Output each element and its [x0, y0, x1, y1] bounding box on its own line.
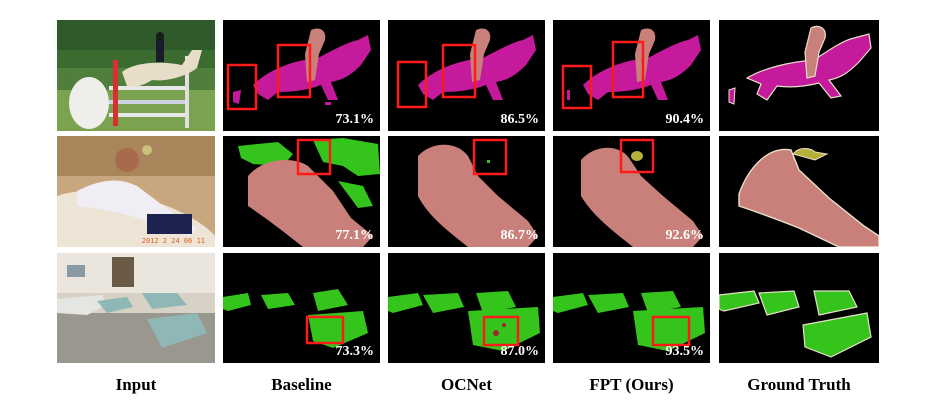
fpt-segmentation-sofa: 93.5% [553, 253, 710, 363]
ocnet-segmentation-horse: 86.5% [388, 20, 545, 131]
column-label-ground-truth: Ground Truth [747, 375, 851, 394]
column-label-input: Input [115, 375, 157, 394]
ground-truth-sofa [719, 253, 879, 363]
ocnet-segmentation-sofa: 87.0% [388, 253, 545, 363]
fpt-segmentation-horse: 90.4% [553, 20, 710, 131]
score-ocnet-horse: 86.5% [500, 112, 540, 127]
score-baseline-horse: 73.1% [335, 112, 375, 127]
baseline-segmentation-horse: 73.1% [223, 20, 380, 131]
score-baseline-sofa: 73.3% [335, 344, 375, 359]
ground-truth-person [719, 136, 879, 247]
score-fpt-sofa: 93.5% [665, 344, 705, 359]
fpt-segmentation-person: 92.6% [553, 136, 710, 247]
score-ocnet-sofa: 87.0% [500, 344, 540, 359]
column-label-ocnet: OCNet [441, 375, 492, 394]
column-label-fpt: FPT (Ours) [589, 375, 674, 394]
score-baseline-person: 77.1% [335, 228, 375, 243]
input-image-sofa [57, 253, 215, 363]
input-image-horse [57, 20, 215, 131]
ocnet-segmentation-person: 86.7% [388, 136, 545, 247]
baseline-segmentation-sofa: 73.3% [223, 253, 380, 363]
score-fpt-horse: 90.4% [665, 112, 705, 127]
ground-truth-horse [719, 20, 879, 131]
column-label-baseline: Baseline [271, 375, 332, 394]
baseline-segmentation-person: 77.1% [223, 136, 380, 247]
score-fpt-person: 92.6% [665, 228, 705, 243]
score-ocnet-person: 86.7% [500, 228, 540, 243]
input-image-person: 2012 2 24 06 11 [57, 136, 215, 247]
input-timestamp: 2012 2 24 06 11 [141, 237, 205, 245]
